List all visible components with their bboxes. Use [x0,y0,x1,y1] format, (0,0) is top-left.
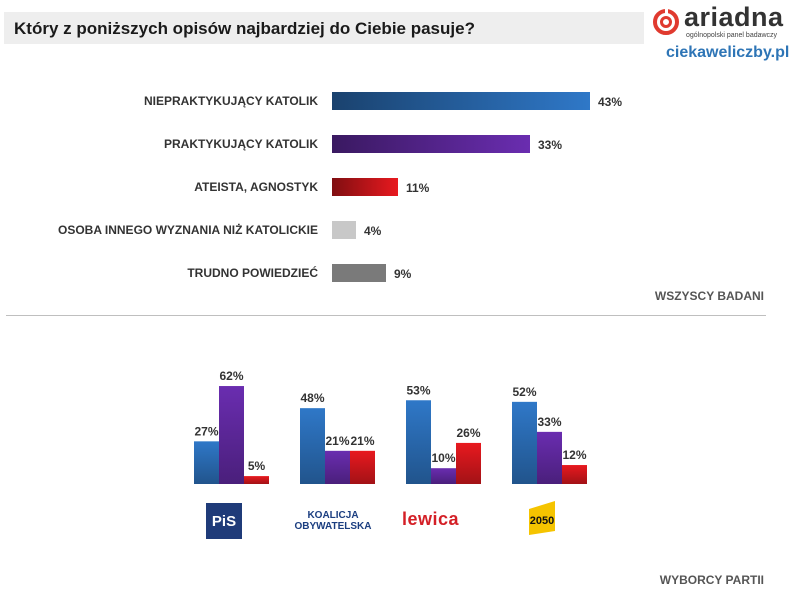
column-value-label: 27% [194,424,218,438]
party-voters-column-chart: 27% 62% 5% 48% 21% 21% 53% 10%26% 52% 33% 12% [194,369,587,484]
category-label: PRAKTYKUJĄCY KATOLIK [164,137,318,151]
lewica-logo-text: lewica [402,509,460,529]
ko-logo: KOALICJA OBYWATELSKA [291,510,375,532]
polska2050-logo: 2050 [529,501,555,535]
column-value-label: 48% [300,391,324,405]
ariadna-logo: ariadna ogólnopolski panel badawczy [652,2,788,66]
column-value-label: 26% [456,426,480,440]
column-bar [219,386,244,484]
column-value-label: 62% [219,369,243,383]
site-link[interactable]: ciekaweliczby.pl [666,44,790,61]
column-value-label: 21% [350,434,374,448]
polska2050-logo-text: 2050 [530,515,554,527]
value-label: 9% [394,267,412,281]
column-value-label: 33% [537,415,561,429]
column-value-label: 5% [248,459,266,473]
ariadna-spiral-icon [653,9,679,35]
pis-logo-text: PiS [211,513,237,530]
pis-logo: PiS [206,503,242,539]
category-label: TRUDNO POWIEDZIEĆ [187,265,318,280]
column-bar [537,431,562,484]
column-bar [194,441,219,484]
value-label: 33% [538,138,562,152]
ko-logo-line2: OBYWATELSKA [294,521,372,532]
bar [332,221,356,239]
column-bar [406,400,431,484]
column-bar [456,442,481,484]
column-bar [512,401,537,484]
bar [332,178,398,196]
bar [332,264,386,282]
column-value-label: 21% [325,434,349,448]
bar [332,92,590,110]
scope-label-all: WSZYSCY BADANI [654,289,764,303]
column-value-label: 53% [406,383,430,397]
value-label: 43% [598,95,622,109]
column-value-label: 10% [431,451,455,465]
ko-logo-line1: KOALICJA [307,510,359,521]
section-divider [6,315,766,316]
brand-name: ariadna [684,2,784,32]
category-label: OSOBA INNEGO WYZNANIA NIŻ KATOLICKIE [58,222,318,237]
brand-tagline: ogólnopolski panel badawczy [686,32,778,39]
category-label: ATEISTA, AGNOSTYK [194,180,318,194]
title-bar: Który z poniższych opisów najbardziej do… [4,12,644,44]
column-bar [431,468,456,484]
scope-label-voters: WYBORCY PARTII [659,573,764,587]
column-bar [562,465,587,484]
column-bar [350,450,375,484]
column-bar [244,476,269,484]
column-value-label: 52% [512,385,536,399]
column-bar [325,450,350,484]
overall-horizontal-bar-chart: NIEPRAKTYKUJĄCY KATOLIK 43% PRAKTYKUJĄCY K… [58,92,622,282]
column-bar [300,408,325,484]
value-label: 4% [364,224,382,238]
lewica-logo: lewica [402,509,459,530]
chart-title: Który z poniższych opisów najbardziej do… [14,19,475,38]
value-label: 11% [406,181,430,195]
bar [332,135,530,153]
category-label: NIEPRAKTYKUJĄCY KATOLIK [144,94,318,108]
column-value-label: 12% [562,448,586,462]
